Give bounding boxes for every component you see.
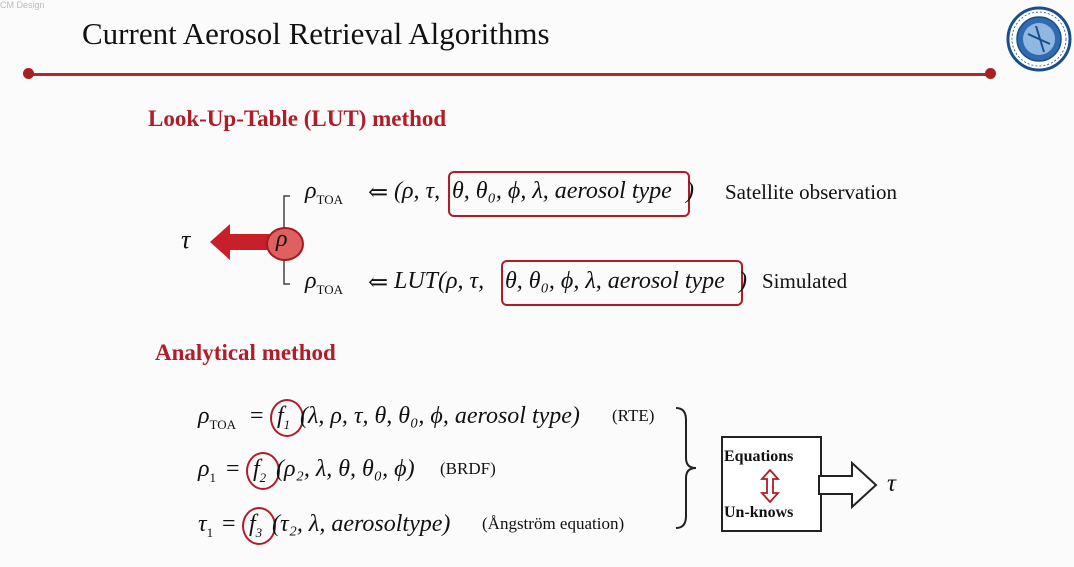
an-eq2-fn-circle [246,452,280,490]
an-eq3-eqsign: = [222,511,236,537]
lut-tau: τ [181,225,191,254]
rho-symbol: ρ [276,226,288,252]
an-eq2-label: (BRDF) [440,459,496,478]
an-eq2-args: (ρ₂, λ, θ, θ₀, ϕ) [276,456,415,482]
analytical-brace [675,407,697,529]
an-eq2-lhs: ρ1 [198,456,217,485]
an-eq2-fn: f2 [253,456,267,485]
lut-heading: Look-Up-Table (LUT) method [148,106,447,131]
lut-eq2-suffix: ) [739,268,747,294]
hollow-right-arrow-icon [818,460,878,510]
lut-eq1-boxed: θ, θ₀, ϕ, λ, aerosol type [452,178,672,204]
box-unknowns-label: Un-knows [724,504,794,521]
an-eq3-args: (τ₂, λ, aerosoltype) [272,511,451,537]
an-eq3-lhs: τ1 [198,511,214,540]
result-tau: τ [887,470,896,497]
divider-dot-right [985,68,996,79]
lut-eq1-lhs: ρTOA [305,178,344,207]
university-seal-icon [1006,6,1072,72]
page-title: Current Aerosol Retrieval Algorithms [82,16,550,51]
lut-eq2-lhs: ρTOA [305,268,344,297]
title-divider [28,73,990,76]
an-eq3-label: (Ångström equation) [482,514,625,533]
watermark: CM Design [0,0,45,10]
analytical-heading: Analytical method [155,340,336,365]
lut-eq2-arrow: ⇐ [368,270,389,296]
an-eq1-label: (RTE) [612,406,655,425]
lut-eq1-box [448,171,690,217]
lut-eq1-prefix: (ρ, τ, [394,178,441,204]
an-eq1-eqsign: = [250,403,264,429]
lut-eq2-boxed: θ, θ₀, ϕ, λ, aerosol type [505,268,725,294]
an-eq1-args: (λ, ρ, τ, θ, θ₀, ϕ, aerosol type) [300,403,580,429]
lut-eq1-label: Satellite observation [725,180,898,204]
an-eq1-fn-circle [270,399,304,437]
an-eq1-lhs: ρTOA [198,403,237,432]
lut-eq1-suffix: ) [686,178,694,204]
thick-left-arrow-icon [210,224,272,260]
lut-eq2-box [501,260,743,306]
divider-dot-left [23,68,34,79]
up-down-arrow-icon [760,469,780,503]
an-eq2-eqsign: = [226,456,240,482]
lut-eq1-arrow: ⇐ [368,180,389,206]
an-eq3-fn-circle [242,507,276,545]
rho-circle [266,227,304,261]
box-equations-label: Equations [724,448,794,465]
lut-eq2-label: Simulated [762,269,848,293]
lut-eq2-prefix: LUT(ρ, τ, [394,268,485,294]
an-eq3-fn: f3 [249,511,263,540]
an-eq1-fn: f1 [277,403,291,432]
